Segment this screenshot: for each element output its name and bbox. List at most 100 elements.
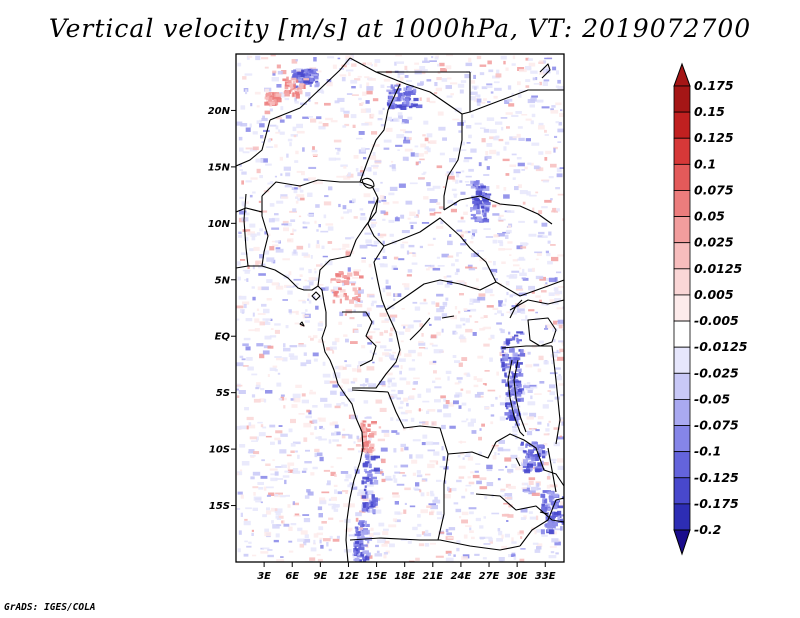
- colorbar-segment: [673, 216, 691, 244]
- colorbar-segment: [673, 163, 691, 191]
- colorbar-label: -0.2: [694, 522, 721, 537]
- lat-tick-marks: 20N 15N 10N 5N EQ 5S 10S 15S: [208, 106, 236, 512]
- map-frame: [235, 53, 565, 563]
- colorbar-segment: [673, 451, 691, 479]
- colorbar-segment: [673, 268, 691, 296]
- colorbar-label: 0.1: [694, 156, 716, 171]
- border-ssudan-east: [495, 279, 564, 297]
- lon-tick-label: 24E: [451, 571, 472, 582]
- lon-tick-label: 3E: [257, 571, 271, 582]
- colorbar-segment: [673, 111, 691, 139]
- border-sudan-ssudan: [443, 195, 553, 225]
- lat-tick-label: 5N: [215, 275, 231, 286]
- border-drc-angola: [387, 391, 497, 459]
- border-zambia-south: [475, 493, 564, 523]
- coastline-west-africa: [236, 265, 327, 313]
- colorbar-segment: [673, 477, 691, 505]
- lake-albert: [509, 299, 523, 319]
- colorbar-segment: [673, 372, 691, 400]
- colorbar-label: -0.075: [694, 418, 739, 433]
- colorbar-segment: [673, 346, 691, 374]
- colorbar-label: 0.005: [694, 287, 734, 302]
- border-congo: [352, 309, 401, 389]
- lake-malawi: [547, 447, 557, 493]
- colorbar-segment: [673, 399, 691, 426]
- river-congo: [409, 315, 455, 341]
- colorbar-label: 0.025: [694, 235, 734, 250]
- border-rwanda: [501, 345, 552, 349]
- lon-tick-label: 15E: [366, 571, 387, 582]
- border-tanzania: [551, 345, 561, 445]
- border-cameroon-car: [373, 245, 387, 311]
- colorbar-label: -0.0125: [694, 339, 748, 354]
- border-niger-chad: [269, 107, 301, 121]
- lat-tick-label: 20N: [208, 106, 231, 117]
- colorbar-label: 0.05: [694, 209, 725, 224]
- border-libya-south: [299, 57, 351, 109]
- colorbar-label: -0.005: [694, 313, 739, 328]
- colorbar-segment: [673, 137, 691, 165]
- lon-tick-label: 21E: [422, 571, 443, 582]
- lat-tick-label: EQ: [215, 332, 231, 343]
- colorbar: 0.175 0.15 0.125 0.1 0.075 0.05 0.025 0.0125 0.0…: [673, 62, 748, 556]
- colorbar-label: -0.05: [694, 391, 730, 406]
- colorbar-label: 0.075: [694, 182, 734, 197]
- country-borders: [236, 57, 564, 562]
- border-north-mali: [236, 119, 271, 167]
- lon-tick-label: 18E: [394, 571, 415, 582]
- lake-tanganyika: [507, 359, 527, 437]
- border-namibia: [349, 537, 521, 551]
- border-chad-libya: [349, 57, 431, 93]
- grads-credit: GrADS: IGES/COLA: [4, 602, 96, 613]
- colorbar-segment: [673, 242, 691, 270]
- colorbar-segment: [673, 320, 691, 348]
- lat-tick-label: 15S: [209, 501, 230, 512]
- colorbar-label: 0.0125: [694, 261, 743, 276]
- colorbar-bottom-arrow: [673, 529, 691, 556]
- colorbar-label: 0.15: [694, 104, 725, 119]
- border-nigeria-cameroon: [317, 197, 379, 287]
- border-angola-zambia: [437, 453, 449, 541]
- colorbar-label: 0.125: [694, 130, 734, 145]
- lake-chad: [361, 177, 375, 189]
- sao-tome: [299, 321, 305, 327]
- border-car-south: [385, 279, 497, 311]
- colorbar-label: -0.1: [694, 444, 721, 459]
- colorbar-segment: [673, 85, 691, 113]
- border-benin: [261, 196, 269, 267]
- lon-tick-marks: 3E 6E 9E 12E 15E 18E 21E 24E 27E 30E 33E: [257, 562, 556, 582]
- lon-tick-label: 30E: [507, 571, 528, 582]
- lat-tick-label: 15N: [208, 162, 231, 173]
- lon-tick-label: 33E: [535, 571, 556, 582]
- colorbar-label: -0.025: [694, 365, 739, 380]
- lon-tick-label: 9E: [313, 571, 327, 582]
- colorbar-segment: [673, 190, 691, 217]
- border-mozambique: [519, 497, 564, 547]
- bioko-island: [311, 291, 321, 301]
- lat-tick-label: 10S: [209, 445, 230, 456]
- border-gabon: [342, 311, 377, 367]
- lon-tick-label: 27E: [479, 571, 500, 582]
- red-sea-coast: [539, 63, 551, 79]
- border-ghana-togo: [243, 193, 249, 267]
- colorbar-label: -0.125: [694, 470, 739, 485]
- border-drc-angola-north: [351, 389, 389, 393]
- colorbar-segment: [673, 503, 691, 531]
- border-car-chad: [383, 217, 497, 283]
- colorbar-top-arrow: [673, 62, 691, 87]
- lon-tick-label: 6E: [285, 571, 299, 582]
- colorbar-label: 0.175: [694, 78, 734, 93]
- border-chad-west: [367, 197, 385, 247]
- colorbar-label: -0.175: [694, 496, 739, 511]
- lat-tick-label: 10N: [208, 219, 231, 230]
- coastline-central-south: [321, 312, 364, 562]
- map-title: Vertical velocity [m/s] at 1000hPa, VT: …: [48, 14, 752, 43]
- lake-victoria: [527, 317, 557, 347]
- border-uganda-kenya: [509, 299, 564, 311]
- colorbar-segment: [673, 425, 691, 453]
- border-zambia-east: [495, 433, 564, 487]
- border-niger-nigeria: [261, 179, 379, 199]
- border-egypt-east: [469, 89, 564, 113]
- lat-tick-label: 5S: [216, 388, 230, 399]
